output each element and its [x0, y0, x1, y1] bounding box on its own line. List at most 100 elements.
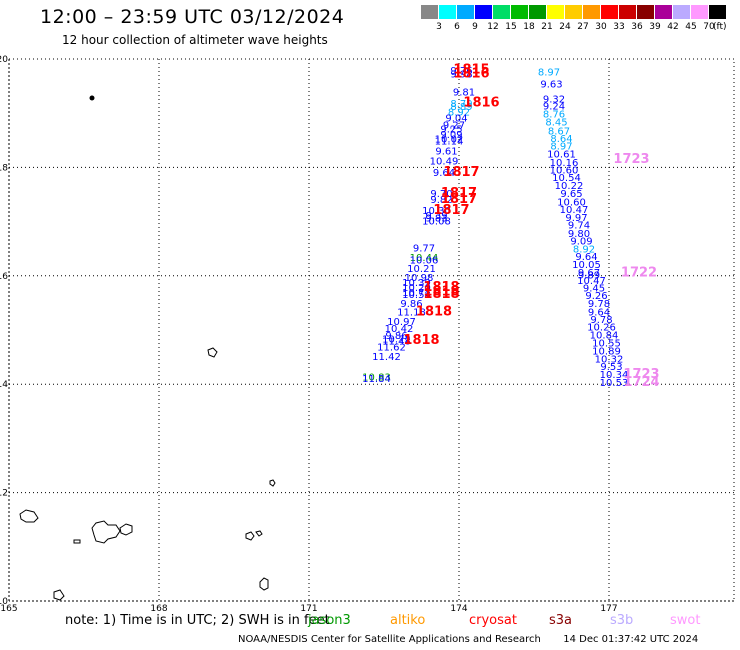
- pass-time-label: 1818: [423, 280, 459, 295]
- legend-note: note: 1) Time is in UTC; 2) SWH is in fe…: [65, 613, 330, 628]
- pass-time-label: 1818: [416, 304, 452, 319]
- wave-height-value: 10.44: [410, 253, 439, 264]
- wave-height-value: 9.24: [543, 101, 565, 112]
- latitude-label: 12: [0, 489, 8, 499]
- island-shape: [255, 530, 263, 537]
- wave-height-value: 9.80: [568, 229, 590, 240]
- color-scale-label: 39: [649, 22, 661, 32]
- pass-time-label: 1722: [621, 265, 657, 280]
- footer-timestamp: 14 Dec 01:37:42 UTC 2024: [563, 634, 699, 645]
- wave-height-value: 9.53: [600, 362, 622, 373]
- wave-height-value: 8.97: [550, 142, 572, 153]
- wave-height-value: 9.76: [450, 66, 472, 77]
- legend-sat-s3b: s3b: [610, 613, 634, 628]
- wave-height-value: 9.64: [433, 168, 455, 179]
- wave-height-observations: 9.769.98 8.97 9.63 9.81 9.32 8.798.89 9.24 8.92…: [362, 66, 628, 389]
- wave-height-value: 9.04: [445, 113, 467, 124]
- wave-height-value: 10.42: [385, 324, 414, 335]
- wave-height-value: 9.89: [578, 271, 600, 282]
- wave-height-value: 8.45: [545, 118, 567, 129]
- color-scale-swatch: [457, 5, 474, 19]
- color-scale-swatch: [493, 5, 510, 19]
- wave-height-value: 10.32: [595, 355, 624, 366]
- wave-height-value: 10.72: [382, 334, 411, 345]
- wave-height-value: 10.53: [600, 378, 629, 389]
- wave-height-value: 8.67: [548, 126, 570, 137]
- color-scale-swatch: [637, 5, 654, 19]
- wave-height-value: 9.61: [435, 146, 457, 157]
- wave-height-value: 9.26: [585, 291, 607, 302]
- wave-height-value: 9.97: [565, 213, 587, 224]
- wave-height-value: 9.65: [560, 189, 582, 200]
- wave-height-value: 9.78: [588, 299, 610, 310]
- wave-height-value: 11.42: [372, 352, 401, 363]
- legend-sat-s3a: s3a: [549, 613, 573, 628]
- wave-height-value: 10.21: [407, 264, 436, 275]
- wave-height-value: 10.22: [555, 181, 584, 192]
- wave-height-value: 10.47: [577, 276, 606, 287]
- satellite-pass-times: 1815181618161723181718171817181717221818…: [403, 63, 659, 390]
- wave-height-value: 10.83: [362, 372, 391, 383]
- wave-height-value: 10.34: [600, 370, 629, 381]
- color-scale-swatch: [421, 5, 438, 19]
- color-scale-label: 36: [631, 22, 643, 32]
- legend-sat-jason3: jason3: [308, 613, 351, 628]
- color-scale-swatch: [565, 5, 582, 19]
- color-scale-label: 12: [487, 22, 499, 32]
- wave-height-value: 9.25: [440, 125, 462, 136]
- pass-time-label: 1817: [443, 165, 479, 180]
- island-shape: [19, 509, 39, 523]
- color-scale-swatch: [511, 5, 528, 19]
- wave-height-value: 9.64: [588, 307, 610, 318]
- color-scale-label: 27: [577, 22, 589, 32]
- wave-height-value: 9.64: [575, 252, 597, 263]
- footer-credit: NOAA/NESDIS Center for Satellite Applica…: [238, 634, 541, 645]
- wave-height-value: 9.83: [425, 214, 447, 225]
- longitude-label: 171: [300, 604, 317, 614]
- longitude-label: 168: [150, 604, 167, 614]
- pass-time-label: 1817: [441, 186, 477, 201]
- color-scale-label: 42: [667, 22, 679, 32]
- island-shape: [53, 589, 65, 601]
- color-scale-label: 70: [703, 22, 715, 32]
- wave-height-value: 9.81: [453, 87, 475, 98]
- page-subtitle: 12 hour collection of altimeter wave hei…: [62, 33, 328, 47]
- color-scale-label: 45: [685, 22, 697, 32]
- wave-height-value: 11.48: [382, 337, 411, 348]
- color-scale-swatch: [673, 5, 690, 19]
- color-scale-swatch: [655, 5, 672, 19]
- map-grid: [8, 58, 735, 602]
- wave-height-value: 10.30: [422, 206, 451, 217]
- color-scale-swatch: [529, 5, 546, 19]
- wave-height-value: 10.05: [572, 260, 601, 271]
- wave-height-value: 9.63: [540, 80, 562, 91]
- wave-height-value: 10.06: [410, 255, 439, 266]
- island-shape: [91, 520, 121, 544]
- island-shape: [259, 577, 269, 591]
- latitude-label: 16: [0, 272, 8, 282]
- latitude-label: 20: [0, 55, 8, 65]
- wave-height-value: 9.09: [440, 130, 462, 141]
- pass-time-label: 1817: [433, 203, 469, 218]
- wave-height-value: 9.45: [583, 284, 605, 295]
- longitude-label: 165: [0, 604, 17, 614]
- wave-height-value: 8.64: [550, 134, 572, 145]
- wave-height-value: 9.27: [443, 120, 465, 131]
- color-scale-swatch: [475, 5, 492, 19]
- color-scale-swatch: [619, 5, 636, 19]
- wave-height-value: 9.86: [400, 299, 422, 310]
- wave-height-value: 10.26: [587, 323, 616, 334]
- color-scale-swatch: [709, 5, 726, 19]
- color-scale-label: 30: [595, 22, 607, 32]
- color-scale-label: 9: [472, 22, 478, 32]
- wave-height-value: 10.60: [557, 197, 586, 208]
- color-scale-swatch: [691, 5, 708, 19]
- wave-height-value: 10.47: [560, 205, 589, 216]
- axis-labels: 165168171174177201816141210: [0, 55, 618, 614]
- legend-sat-altiko: altiko: [390, 613, 426, 628]
- color-scale-label: 21: [541, 22, 553, 32]
- island-shape: [73, 539, 81, 544]
- pass-time-label: 1818: [423, 287, 459, 302]
- color-scale-label: 33: [613, 22, 625, 32]
